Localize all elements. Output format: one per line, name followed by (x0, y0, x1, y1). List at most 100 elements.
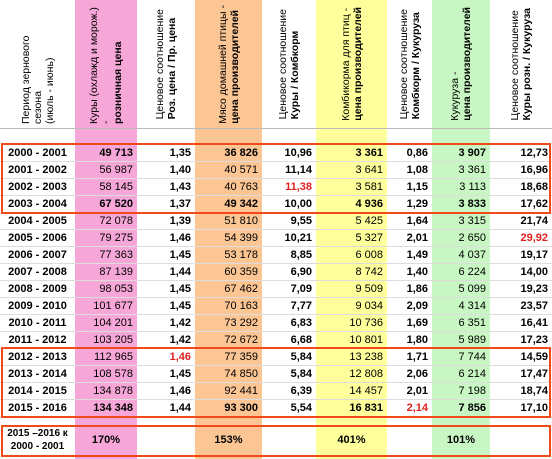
value-cell: 5 327 (355, 232, 383, 244)
row-rule (0, 280, 552, 281)
row-label: 2006 - 2007 (8, 249, 67, 261)
value-cell: 7 856 (458, 402, 486, 414)
header-line: Ценовое соотношение (277, 8, 289, 120)
row-label: 2000 - 2001 (8, 147, 67, 159)
value-cell: 17,47 (520, 368, 548, 380)
header-text: Кукуруза - цена производителей (449, 7, 473, 121)
row-rule (0, 229, 552, 230)
value-cell: 12 808 (349, 368, 383, 380)
value-cell: 1,71 (406, 351, 428, 363)
value-cell: 10 801 (349, 334, 383, 346)
value-cell: 74 850 (224, 368, 258, 380)
value-cell: 1,37 (169, 198, 191, 210)
header-text: Мясо домашней птицы - цена производителей (217, 5, 241, 124)
row-label: 2001 - 2002 (8, 164, 67, 176)
value-cell: 4 314 (458, 300, 486, 312)
value-cell: 9 034 (355, 300, 383, 312)
value-cell: 1,44 (169, 402, 191, 414)
value-cell: 103 205 (93, 334, 133, 346)
value-cell: 9 509 (355, 283, 383, 295)
row-label: 2004 - 2005 (8, 215, 67, 227)
value-cell: 14 457 (349, 385, 383, 397)
header-line: Комбкорм / Кукуруза (409, 11, 422, 120)
value-cell: 6,68 (290, 334, 312, 346)
highlight-box (1, 425, 551, 457)
column-header: Комбикорма для птиц - цена производителей (316, 4, 387, 124)
value-cell: 1,45 (169, 368, 191, 380)
row-rule (0, 246, 552, 247)
value-cell: 17,23 (520, 334, 548, 346)
header-line: Ценовое соотношение (154, 8, 166, 120)
value-cell: 18,68 (520, 181, 548, 193)
row-label: 2010 - 2011 (8, 317, 67, 329)
value-cell: 112 965 (94, 351, 133, 363)
value-cell: 51 810 (224, 215, 258, 227)
value-cell: 56 987 (99, 164, 133, 176)
value-cell: 1,45 (169, 300, 191, 312)
row-rule (0, 314, 552, 315)
header-line: цена производителей (461, 7, 473, 121)
column-header: Мясо домашней птицы - цена производителей (195, 4, 262, 124)
value-cell: 5 989 (458, 334, 486, 346)
value-cell: 1,64 (406, 215, 428, 227)
value-cell: 5 099 (458, 283, 486, 295)
column-header: Ценовое соотношение Куры розн. / Кукуруза (490, 4, 552, 124)
header-text: Куры (охлажд и морож.) - розничная цена (88, 4, 124, 124)
value-cell: 1,46 (169, 232, 191, 244)
value-cell: 7,09 (290, 283, 312, 295)
value-cell: 1,40 (406, 266, 428, 278)
header-line: розничная цена (112, 41, 124, 124)
value-cell: 17,62 (520, 198, 548, 210)
row-label: 2003 - 2004 (8, 198, 67, 210)
value-cell: 1,80 (406, 334, 428, 346)
header-line: Куры / Комбкорм (289, 30, 301, 120)
value-cell: 70 163 (224, 300, 258, 312)
value-cell: 1,42 (169, 317, 191, 329)
value-cell: 18,74 (520, 385, 548, 397)
value-cell: 101 677 (93, 300, 133, 312)
value-cell: 2,06 (406, 368, 428, 380)
highlight-box (1, 347, 551, 418)
value-cell: 23,57 (520, 300, 548, 312)
footer-label: 2000 - 2001 (10, 441, 65, 452)
value-cell: 60 359 (224, 266, 258, 278)
value-cell: 5,84 (290, 368, 312, 380)
value-cell: 1,40 (169, 164, 191, 176)
column-header: Ценовое соотношение Роз. цена / Пр. цена (137, 4, 195, 124)
row-label: 2015 - 2016 (8, 402, 67, 414)
value-cell: 16 831 (349, 402, 383, 414)
value-cell: 6,39 (290, 385, 312, 397)
value-cell: 12,73 (520, 147, 548, 159)
value-cell: 2,14 (406, 402, 428, 414)
value-cell: 93 300 (224, 402, 258, 414)
header-line: Куры (охлажд и морож.) - (88, 7, 112, 124)
value-cell: 7 744 (458, 351, 486, 363)
header-line: цена производителей (351, 7, 364, 121)
row-rule (0, 161, 552, 162)
value-cell: 67 462 (224, 283, 258, 295)
value-cell: 14,59 (520, 351, 548, 363)
header-line: цена производителей (228, 9, 241, 124)
value-cell: 6,83 (290, 317, 312, 329)
value-cell: 58 145 (99, 181, 133, 193)
value-cell: 49 713 (99, 147, 133, 159)
value-cell: 3 361 (355, 147, 383, 159)
value-cell: 19,17 (520, 249, 548, 261)
column-header: Период зернового сезона (июль - июнь) (0, 4, 75, 125)
value-cell: 6 351 (458, 317, 486, 329)
row-rule (0, 178, 552, 179)
footer-value: 170% (91, 434, 121, 446)
row-rule (0, 331, 552, 332)
header-text: Ценовое соотношение Роз. цена / Пр. цена (154, 9, 178, 119)
value-cell: 98 053 (99, 283, 133, 295)
row-rule (0, 263, 552, 264)
value-cell: 16,41 (520, 317, 548, 329)
value-cell: 36 826 (224, 147, 258, 159)
row-rule (0, 382, 552, 383)
value-cell: 17,10 (520, 402, 548, 414)
value-cell: 10,96 (284, 147, 312, 159)
value-cell: 79 275 (99, 232, 133, 244)
value-cell: 73 292 (224, 317, 258, 329)
row-rule (0, 195, 552, 196)
